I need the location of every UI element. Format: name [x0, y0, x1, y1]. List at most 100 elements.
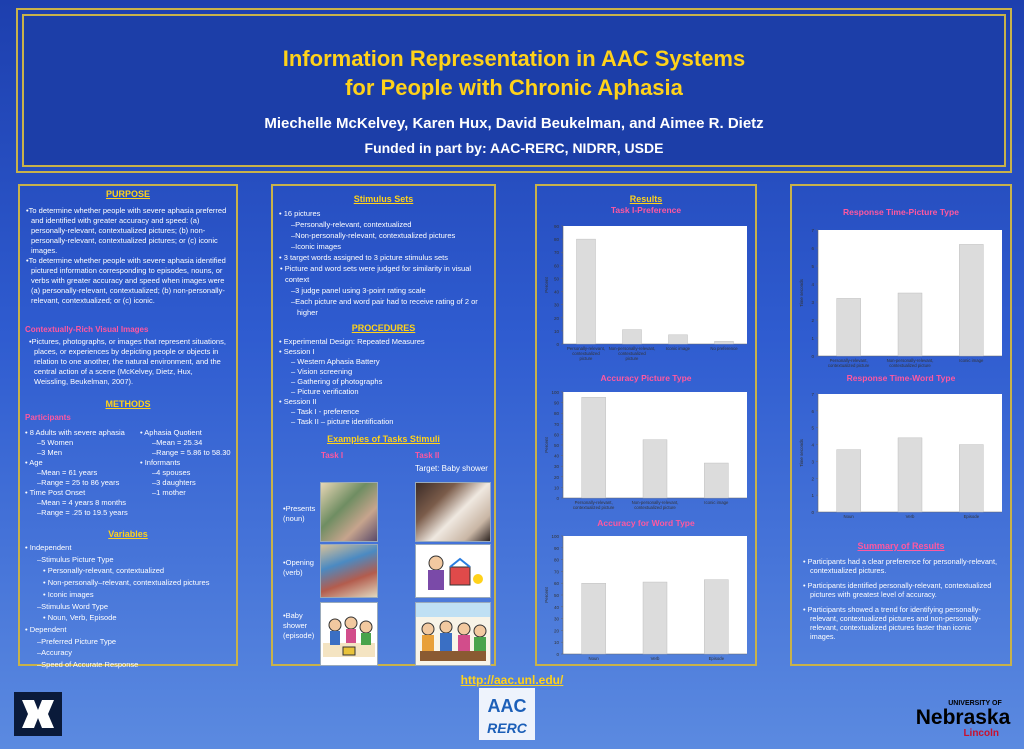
- bar: [897, 292, 923, 357]
- y-tick-label: 0: [556, 342, 559, 347]
- participant-line: –3 Men: [37, 448, 63, 457]
- poster-title: Information Representation in AAC System…: [24, 44, 1004, 102]
- x-tick-label: contextualized: [618, 351, 646, 356]
- x-tick-label: Non-personally-relevant,: [609, 346, 656, 351]
- y-axis-label: Percent: [544, 586, 549, 602]
- y-tick-label: 90: [554, 401, 560, 406]
- example-label-noun: •Presents (noun): [283, 504, 316, 523]
- contextual-text: Pictures, photographs, or images that re…: [31, 337, 226, 386]
- procedure-line: – Western Aphasia Battery: [291, 357, 380, 366]
- unl-small-text: UNIVERSITY OF: [948, 700, 1002, 707]
- y-tick-label: 6: [811, 246, 814, 251]
- stimulus-heading: Stimulus Sets: [353, 194, 414, 204]
- participants-label: Participants: [25, 413, 71, 422]
- stimulus-line: –3 judge panel using 3-point rating scal…: [291, 286, 426, 295]
- participant-line: –Range = 25 to 86 years: [37, 478, 120, 487]
- y-tick-label: 20: [554, 316, 560, 321]
- y-tick-label: 0: [556, 496, 559, 501]
- bar: [704, 579, 729, 655]
- y-tick-label: 80: [554, 237, 560, 242]
- aac-logo-text: AAC: [488, 696, 527, 716]
- x-tick-label: Noun: [844, 514, 855, 519]
- participants-right-list: • Aphasia Quotient –Mean = 25.34 –Range …: [140, 428, 231, 497]
- x-tick-label: Non-personally-relevant,: [887, 358, 934, 363]
- opening-photo-2-image: [415, 544, 491, 598]
- summary-heading: Summary of Results: [857, 541, 945, 551]
- accessibility-logo-icon: [14, 692, 62, 736]
- baby-shower-drawing-icon: [323, 616, 375, 657]
- bar: [959, 444, 984, 513]
- chart-title-rt-word: Response Time-Word Type: [846, 373, 956, 383]
- x-tick-label: contextualized picture: [634, 505, 676, 510]
- y-tick-label: 6: [811, 409, 814, 414]
- x-tick-label: Verb: [906, 514, 915, 519]
- y-tick-label: 4: [811, 282, 814, 287]
- presents-photo-image: [320, 482, 378, 542]
- summary-item: Participants identified personally-relev…: [807, 581, 992, 599]
- bar: [704, 462, 729, 499]
- bar: [642, 439, 668, 499]
- baby-shower-photo-2-image: [415, 602, 491, 666]
- opening-drawing-icon: [428, 555, 483, 590]
- y-tick-label: 0: [811, 354, 814, 359]
- procedure-line: – Task I - preference: [291, 407, 360, 416]
- variable-line: Personally-relevant, contextualized: [47, 566, 165, 576]
- x-tick-label: contextualized picture: [573, 505, 615, 510]
- x-tick-label: Noun: [589, 656, 600, 661]
- procedures-heading: PROCEDURES: [351, 323, 416, 333]
- bar: [668, 334, 688, 345]
- stimulus-list: • 16 pictures –Personally-relevant, cont…: [279, 208, 491, 318]
- procedures-list: • Experimental Design: Repeated Measures…: [279, 337, 425, 426]
- participant-line: Informants: [144, 458, 181, 467]
- y-tick-label: 80: [554, 558, 560, 563]
- y-tick-label: 1: [811, 336, 814, 341]
- unl-name-text: Nebraska: [916, 706, 1011, 729]
- y-tick-label: 40: [554, 605, 560, 610]
- variable-line: Independent: [29, 543, 72, 552]
- y-tick-label: 100: [551, 390, 559, 395]
- purpose-methods-panel: PURPOSE •To determine whether people wit…: [18, 184, 238, 669]
- y-tick-label: 2: [811, 318, 814, 323]
- accuracy-word-chart: 0 10 20 30 40 50 60 70 80 90 100 Percent Noun Verb Epi…: [544, 534, 747, 661]
- website-link[interactable]: http://aac.unl.edu/: [460, 673, 564, 687]
- bar: [836, 298, 861, 357]
- aac-rerc-logo-icon: AAC RERC: [479, 688, 535, 740]
- procedure-line: Experimental Design: Repeated Measures: [283, 337, 425, 346]
- unl-logo-icon: UNIVERSITY OF Nebraska Lincoln: [916, 700, 1011, 739]
- y-tick-label: 10: [554, 485, 560, 490]
- variables-heading: Variables: [108, 529, 148, 539]
- purpose-list: •To determine whether people with severe…: [26, 206, 227, 305]
- variable-line: –Accuracy: [37, 648, 73, 658]
- summary-list: • Participants had a clear preference fo…: [803, 557, 998, 641]
- stimulus-line: –Personally-relevant, contextualized: [291, 220, 412, 229]
- stimulus-line: –Non-personally-relevant, contextualized…: [291, 231, 456, 240]
- procedure-line: – Picture verification: [291, 387, 359, 396]
- chart-title-accuracy-picture: Accuracy Picture Type: [600, 373, 692, 383]
- x-tick-label: picture: [626, 356, 640, 361]
- chart-title-task1: Task I-Preference: [610, 205, 682, 215]
- summary-item: Participants showed a trend for identify…: [807, 605, 981, 641]
- participant-line: –4 spouses: [152, 468, 191, 477]
- authors: Miechelle McKelvey, Karen Hux, David Beu…: [264, 115, 764, 132]
- title-line-2: for People with Chronic Aphasia: [345, 75, 683, 100]
- contextual-subheading: Contextually-Rich Visual Images: [25, 325, 149, 334]
- y-axis-label: Time seconds: [799, 438, 804, 467]
- participant-line: 8 Adults with severe aphasia: [29, 428, 125, 437]
- methods-heading: METHODS: [105, 399, 151, 409]
- y-tick-label: 20: [554, 475, 560, 480]
- examples-heading: Examples of Tasks Stimuli: [327, 434, 440, 444]
- variable-line: –Speed of Accurate Response: [37, 660, 139, 670]
- participant-line: –1 mother: [152, 488, 186, 497]
- stimulus-line: 16 pictures: [283, 209, 321, 218]
- y-axis-label: Time seconds: [799, 278, 804, 307]
- stimulus-procedures-panel: Stimulus Sets • 16 pictures –Personally-…: [271, 184, 496, 666]
- stimulus-line: 3 target words assigned to 3 picture sti…: [283, 253, 448, 262]
- purpose-item-1: To determine whether people with severe …: [28, 206, 227, 255]
- x-tick-label: picture: [580, 356, 594, 361]
- y-tick-label: 7: [811, 228, 814, 233]
- y-tick-label: 100: [551, 534, 559, 539]
- purpose-item-2: To determine whether people with severe …: [28, 256, 226, 305]
- procedure-line: Session II: [283, 397, 317, 406]
- y-tick-label: 40: [554, 290, 560, 295]
- participants-left-list: • 8 Adults with severe aphasia –5 Women …: [25, 428, 128, 517]
